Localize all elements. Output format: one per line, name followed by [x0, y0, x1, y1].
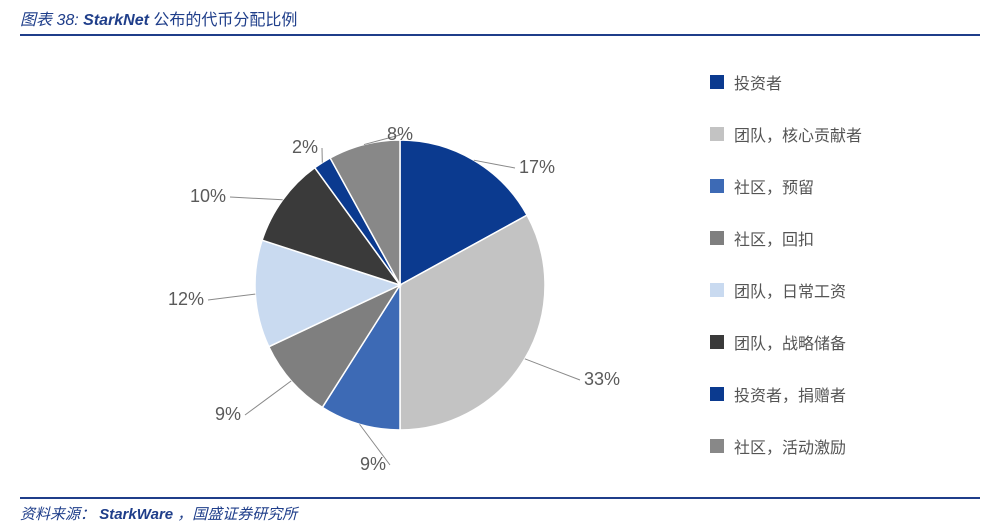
- footer-brand: StarkWare: [99, 506, 173, 523]
- legend-label: 社区，回扣: [734, 226, 814, 250]
- legend-item: 投资者，捐赠者: [710, 382, 960, 406]
- legend-swatch: [710, 231, 724, 245]
- leader-line: [230, 197, 283, 200]
- legend-label: 投资者: [734, 70, 782, 94]
- legend-item: 社区，活动激励: [710, 434, 960, 458]
- legend-swatch: [710, 127, 724, 141]
- leader-line: [525, 359, 580, 380]
- slice-label: 8%: [387, 124, 413, 144]
- footer-rest: ，国盛证券研究所: [177, 506, 297, 523]
- legend-label: 团队，战略储备: [734, 330, 846, 354]
- legend-item: 团队，战略储备: [710, 330, 960, 354]
- slice-label: 17%: [519, 157, 555, 177]
- title-rest: 公布的代币分配比例: [153, 12, 297, 29]
- legend-item: 社区，回扣: [710, 226, 960, 250]
- footer-prefix: 资料来源：: [20, 506, 95, 523]
- legend-label: 投资者，捐赠者: [734, 382, 846, 406]
- slice-label: 9%: [215, 404, 241, 424]
- legend-swatch: [710, 179, 724, 193]
- legend-item: 团队，核心贡献者: [710, 122, 960, 146]
- slice-label: 12%: [168, 289, 204, 309]
- legend-swatch: [710, 335, 724, 349]
- legend-swatch: [710, 439, 724, 453]
- legend-label: 社区，预留: [734, 174, 814, 198]
- legend-label: 团队，日常工资: [734, 278, 846, 302]
- legend-label: 社区，活动激励: [734, 434, 846, 458]
- legend-item: 社区，预留: [710, 174, 960, 198]
- legend-label: 团队，核心贡献者: [734, 122, 862, 146]
- legend-swatch: [710, 75, 724, 89]
- title-brand: StarkNet: [83, 12, 149, 29]
- title-prefix: 图表 38:: [20, 12, 79, 29]
- leader-line: [245, 381, 291, 415]
- legend-item: 投资者: [710, 70, 960, 94]
- legend-item: 团队，日常工资: [710, 278, 960, 302]
- legend: 投资者团队，核心贡献者社区，预留社区，回扣团队，日常工资团队，战略储备投资者，捐…: [710, 70, 960, 486]
- slice-label: 2%: [292, 137, 318, 157]
- slice-label: 33%: [584, 369, 620, 389]
- chart-footer: 资料来源： StarkWare ，国盛证券研究所: [20, 497, 980, 524]
- leader-line: [208, 294, 255, 300]
- legend-swatch: [710, 387, 724, 401]
- legend-swatch: [710, 283, 724, 297]
- slice-label: 9%: [360, 454, 386, 474]
- slice-label: 10%: [190, 186, 226, 206]
- chart-title: 图表 38: StarkNet 公布的代币分配比例: [20, 6, 980, 36]
